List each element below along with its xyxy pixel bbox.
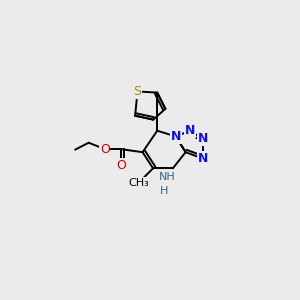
- Text: N: N: [197, 152, 208, 165]
- Text: N: N: [197, 132, 208, 145]
- Text: O: O: [116, 159, 126, 172]
- Text: N: N: [171, 130, 181, 143]
- Text: O: O: [100, 143, 110, 156]
- Text: S: S: [134, 85, 142, 98]
- Text: N: N: [185, 124, 195, 137]
- Text: CH₃: CH₃: [128, 178, 149, 188]
- Text: NH: NH: [159, 172, 176, 182]
- Text: H: H: [160, 186, 168, 196]
